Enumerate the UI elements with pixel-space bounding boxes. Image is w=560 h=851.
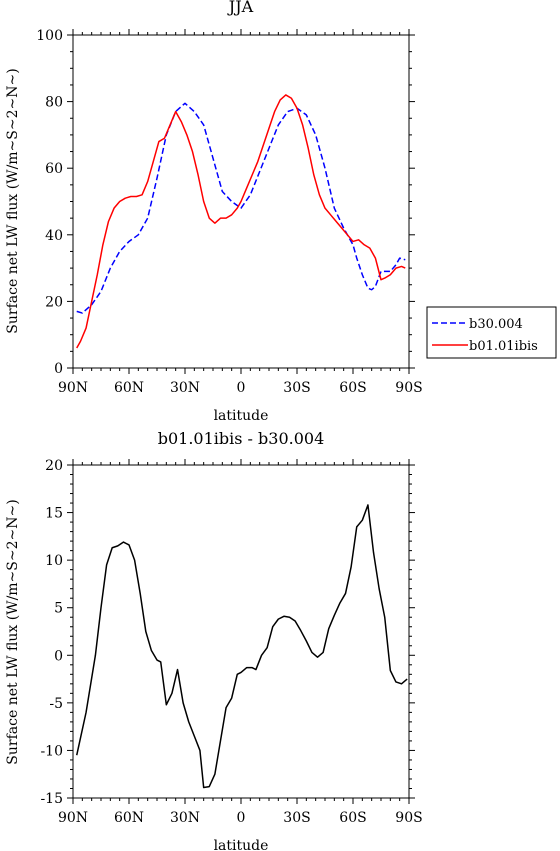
bottom-y-tick-label: 15 (45, 506, 63, 522)
top-panel: JJA latitude Surface net LW flux (W/m~S~… (5, 0, 423, 424)
top-x-tick-label: 90S (395, 380, 422, 396)
bottom-series-line-difference (75, 504, 408, 789)
top-y-tick-label: 40 (45, 228, 63, 244)
top-series-line-b30-004 (76, 102, 406, 314)
bottom-x-tick-label: 0 (237, 810, 246, 826)
top-x-tick-label: 30S (283, 380, 310, 396)
bottom-x-tick-label: 30N (170, 810, 200, 826)
bottom-y-tick-label: 5 (54, 601, 63, 617)
top-y-tick-label: 20 (45, 294, 63, 310)
top-y-tick-label: 80 (45, 95, 63, 111)
legend-label-b30-004: b30.004 (469, 317, 523, 332)
bottom-y-tick-label: 0 (54, 648, 63, 664)
top-y-tick-label: 100 (36, 28, 63, 44)
bottom-y-tick-label: -15 (40, 791, 63, 807)
top-x-tick-label: 0 (237, 380, 246, 396)
bottom-x-tick-label: 60N (114, 810, 144, 826)
bottom-plot-frame (72, 464, 410, 799)
top-x-tick-label: 30N (170, 380, 200, 396)
legend-box (426, 306, 557, 359)
bottom-y-tick-label: -5 (49, 696, 63, 712)
top-x-tick-label: 90N (58, 380, 88, 396)
top-y-tick-label: 0 (54, 361, 63, 377)
top-x-tick-label: 60S (339, 380, 366, 396)
bottom-x-tick-label: 60S (339, 810, 366, 826)
bottom-y-tick-label: 10 (45, 553, 63, 569)
bottom-y-tick-label: 20 (45, 458, 63, 474)
bottom-x-tick-label: 90S (395, 810, 422, 826)
bottom-chart-title: b01.01ibis - b30.004 (158, 429, 325, 448)
top-x-tick-label: 60N (114, 380, 144, 396)
legend: b30.004 b01.01ibis (426, 306, 557, 359)
top-y-tick-label: 60 (45, 161, 63, 177)
bottom-y-axis-title: Surface net LW flux (W/m~S~2~N~) (5, 499, 21, 764)
bottom-panel: b01.01ibis - b30.004 latitude Surface ne… (5, 429, 423, 851)
top-x-axis-title: latitude (214, 408, 269, 424)
bottom-y-tick-label: -10 (40, 743, 63, 759)
top-y-axis-title: Surface net LW flux (W/m~S~2~N~) (5, 68, 21, 333)
top-chart-title: JJA (227, 0, 254, 16)
legend-label-b01-01ibis: b01.01ibis (469, 339, 538, 354)
bottom-x-tick-label: 30S (283, 810, 310, 826)
bottom-x-tick-label: 90N (58, 810, 88, 826)
bottom-x-axis-title: latitude (214, 838, 269, 851)
top-series-line-b01-01ibis (76, 94, 406, 349)
